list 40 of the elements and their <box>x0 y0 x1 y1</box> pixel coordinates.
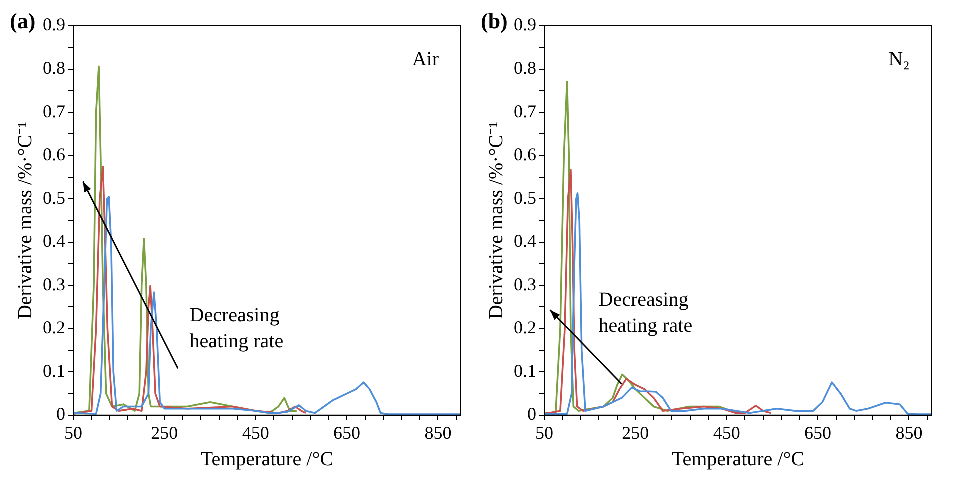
x-tick-label: 250 <box>151 422 178 443</box>
y-tick-label: 0.3 <box>43 274 66 294</box>
x-tick-label: 50 <box>64 422 82 443</box>
annotation: Air <box>412 48 440 70</box>
y-tick-label: 0.8 <box>43 58 66 78</box>
y-tick-label: 0.2 <box>514 318 536 338</box>
y-tick-label: 0.1 <box>43 360 66 381</box>
annotation: N₂ <box>888 48 910 70</box>
y-tick-label: 0.7 <box>514 101 536 122</box>
y-tick-label: 0.1 <box>514 360 536 381</box>
y-axis-title: Derivative mass /%·°C⁻¹ <box>485 122 508 320</box>
x-tick-label: 450 <box>242 422 270 443</box>
x-tick-label: 850 <box>896 422 923 443</box>
annotation: Decreasing heating rate <box>598 289 693 338</box>
y-tick-label: 0.2 <box>43 318 66 338</box>
y-tick-label: 0.7 <box>43 101 66 122</box>
y-tick-label: 0 <box>528 404 536 424</box>
x-tick-label: 450 <box>713 422 740 443</box>
x-axis-title: Temperature /°C <box>200 448 334 470</box>
text: (b) <box>481 8 508 34</box>
y-tick-label: 0.3 <box>514 274 536 294</box>
y-tick-label: 0.9 <box>43 14 66 35</box>
y-axis-title: Derivative mass /%·°C⁻¹ <box>14 122 36 320</box>
y-tick-label: 0 <box>56 404 66 424</box>
x-tick-label: 250 <box>622 422 650 443</box>
y-tick-label: 0.8 <box>514 58 536 78</box>
y-tick-label: 0.6 <box>43 144 66 165</box>
annotation: Decreasing heating rate <box>190 304 284 353</box>
x-tick-label: 650 <box>334 422 361 443</box>
y-tick-label: 0.4 <box>514 231 536 252</box>
y-tick-label: 0.5 <box>43 188 66 208</box>
x-axis-title: Temperature /°C <box>672 448 805 470</box>
y-tick-label: 0.6 <box>514 144 536 165</box>
x-tick-label: 850 <box>424 422 452 443</box>
y-tick-label: 0.4 <box>43 231 66 252</box>
x-tick-label: 50 <box>536 422 554 443</box>
x-tick-label: 650 <box>804 422 832 443</box>
y-tick-label: 0.9 <box>514 14 536 35</box>
y-tick-label: 0.5 <box>514 188 536 208</box>
text: (a) <box>10 8 36 34</box>
